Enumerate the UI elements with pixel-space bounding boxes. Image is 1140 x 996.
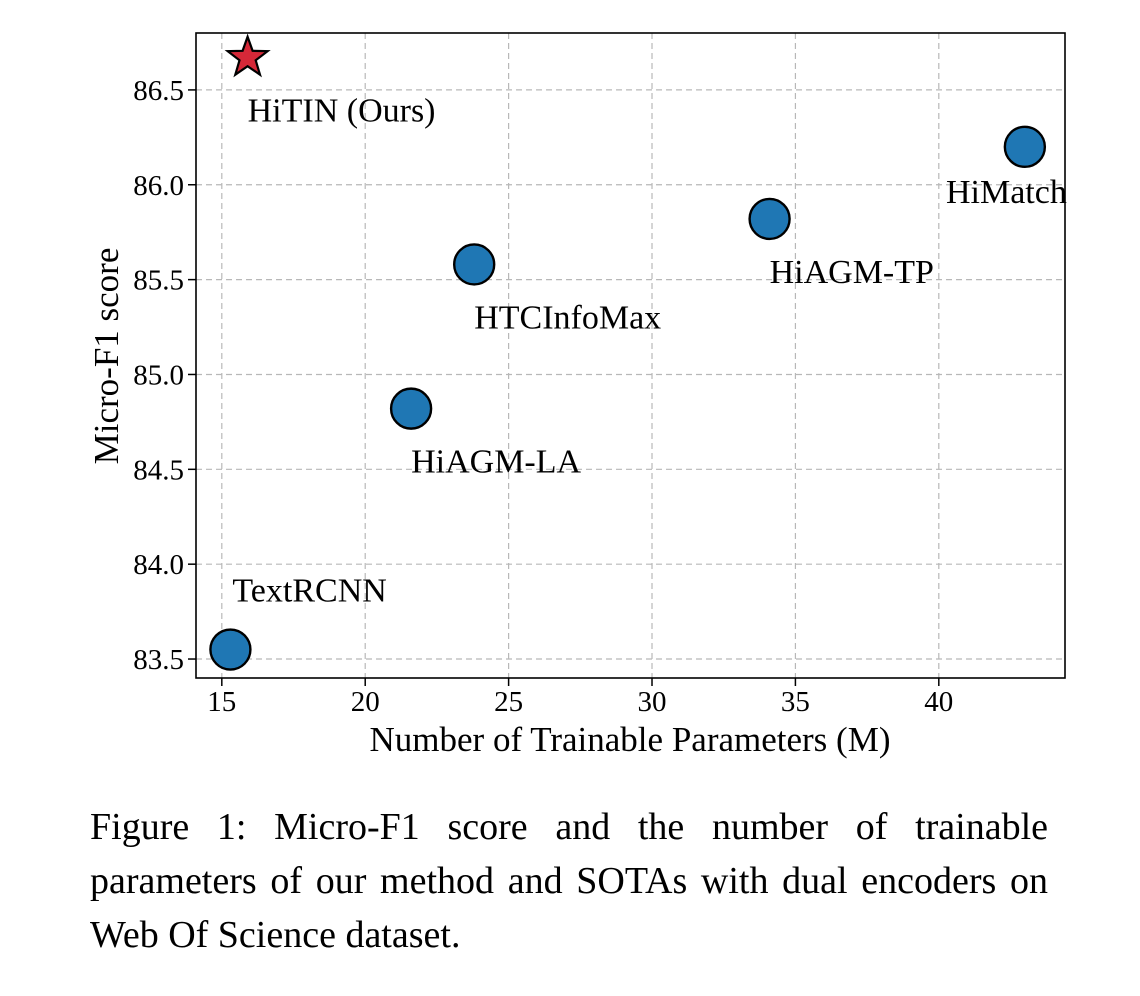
point-himatch [1003, 125, 1047, 169]
grid-lines [196, 33, 1065, 678]
point-label: HiAGM-LA [411, 444, 581, 481]
y-tick-label: 86.5 [133, 75, 184, 107]
y-tick-label: 84.0 [133, 549, 184, 581]
point-label: HTCInfoMax [474, 299, 661, 336]
scatter-chart: 83.5 84.0 84.5 85.0 85.5 86.0 86.5 15 20 25 30 35 4… [87, 32, 1067, 759]
point-label: HiMatch [946, 174, 1067, 211]
data-points: HiTIN (Ours) TextRCNN HiAGM-LA HTCInfoMax Hi… [209, 33, 1067, 671]
point-hiagm-la [389, 387, 433, 430]
x-tick-label: 30 [638, 686, 667, 718]
y-tick-label: 85.5 [133, 265, 184, 297]
plot-frame [195, 32, 1066, 679]
point-label: HiAGM-TP [770, 254, 934, 291]
x-tick-label: 20 [351, 686, 380, 718]
x-axis-ticks: 15 20 25 30 35 40 [207, 678, 953, 718]
point-hiagm-tp [748, 197, 791, 241]
y-tick-label: 83.5 [133, 644, 184, 676]
point-textrcnn [209, 628, 252, 671]
point-htcinfomax [452, 243, 496, 286]
x-tick-label: 40 [924, 686, 953, 718]
x-tick-label: 25 [494, 686, 523, 718]
y-axis-ticks: 83.5 84.0 84.5 85.0 85.5 86.0 86.5 [133, 75, 196, 676]
point-label: TextRCNN [232, 573, 386, 610]
point-hitin-ours-star [224, 33, 271, 78]
y-tick-label: 85.0 [133, 359, 184, 391]
x-axis-label: Number of Trainable Parameters (M) [370, 720, 891, 759]
x-tick-label: 35 [781, 686, 810, 718]
y-tick-label: 84.5 [133, 454, 184, 486]
figure-caption: Figure 1: Micro-F1 score and the number … [90, 806, 1048, 956]
x-tick-label: 15 [207, 686, 236, 718]
point-label: HiTIN (Ours) [248, 93, 436, 130]
y-tick-label: 86.0 [133, 170, 184, 202]
y-axis-label: Micro-F1 score [87, 248, 126, 465]
